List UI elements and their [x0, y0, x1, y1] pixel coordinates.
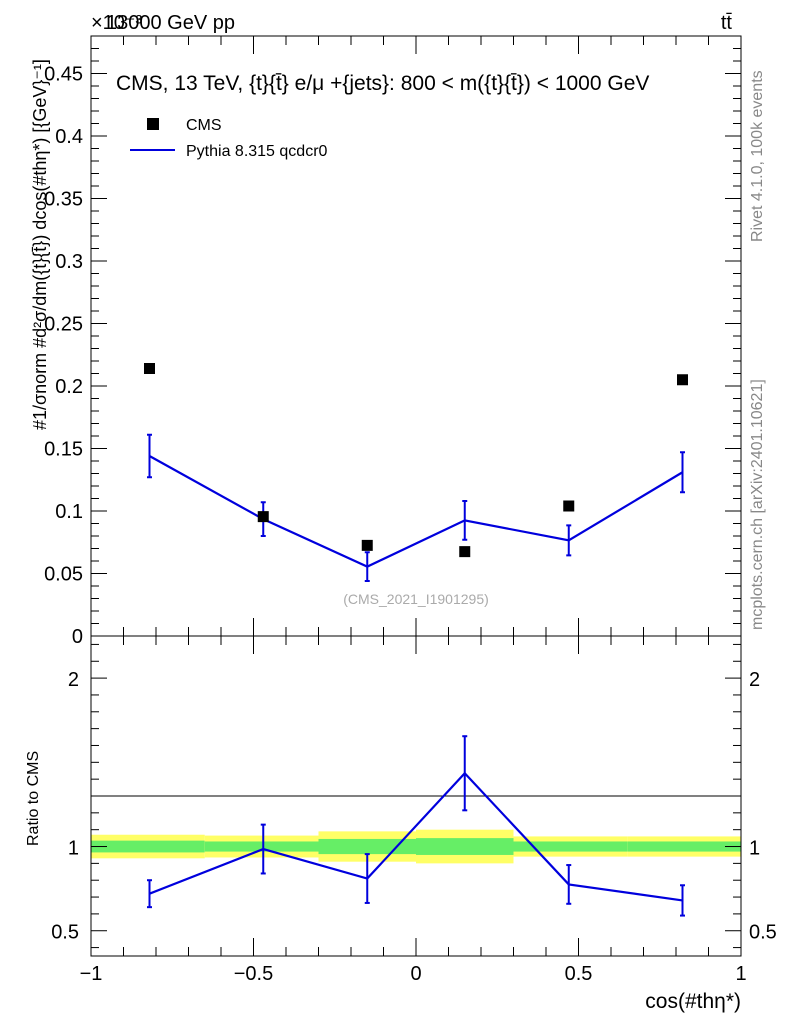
ratio-y-tick-label-right: 0.5	[749, 922, 777, 944]
cms-data-point	[257, 511, 269, 523]
process-label: tt̄	[721, 12, 733, 34]
ratio-axis-ticks: 0.5 0.51 12 2−1 −0.5 0 0.5 1	[51, 636, 777, 985]
ratio-band-inner	[513, 841, 628, 852]
chart-title: CMS, 13 TeV, {t}{t̄} e/μ +{jets}: 800 < …	[116, 72, 649, 95]
legend-marker-cms	[147, 118, 159, 130]
rivet-label: Rivet 4.1.0, 100k events	[749, 70, 766, 242]
cms-data-point	[144, 363, 155, 374]
x-tick-label: 0.5	[565, 963, 593, 985]
ratio-y-tick-label: 0.5	[51, 922, 79, 944]
main-axis-ticks: 0 0.05 0.1 0.15 0.2 0.25 0.3 0.35 0.4 0.45	[44, 36, 742, 648]
legend-label-pythia: Pythia 8.315 qcdcr0	[186, 143, 328, 160]
main-y-tick-label: 0.4	[55, 126, 83, 148]
exponent-label: ×10⁻³	[91, 12, 142, 34]
main-series	[144, 363, 688, 582]
main-y-tick-label: 0.3	[55, 251, 83, 273]
ratio-band-inner	[627, 841, 741, 852]
energy-label: 13000 GeV pp	[106, 12, 235, 34]
cms-data-point	[459, 546, 471, 558]
main-y-tick-label: 0.2	[55, 376, 83, 398]
ratio-frame	[90, 635, 742, 957]
main-y-axis-title: #1/σnorm #d²σ/dm({t}{t̄}) dcos(#thη*) [{…	[30, 59, 50, 430]
cms-data-point	[677, 374, 688, 386]
x-tick-label: 1	[735, 963, 746, 985]
reference-label: (CMS_2021_I1901295)	[343, 591, 489, 607]
main-panel: 0 0.05 0.1 0.15 0.2 0.25 0.3 0.35 0.4 0.45 (CMS_2…	[30, 35, 742, 648]
ratio-series	[147, 735, 685, 917]
main-y-tick-label: 0.15	[44, 439, 83, 461]
ratio-y-tick-label-right: 1	[749, 838, 760, 860]
ratio-bands	[91, 829, 741, 864]
main-y-tick-label: 0.35	[44, 189, 83, 211]
main-y-tick-label: 0.25	[44, 314, 83, 336]
ratio-y-tick-label: 1	[68, 838, 79, 860]
legend-label-cms: CMS	[186, 117, 222, 134]
ratio-pythia-line	[149, 771, 683, 902]
ratio-y-tick-label: 2	[68, 669, 79, 691]
ratio-y-tick-label-right: 2	[749, 669, 760, 691]
x-tick-label: 0	[410, 963, 421, 985]
x-axis-title: cos(#thη*)	[645, 990, 741, 1013]
x-tick-label: −0.5	[234, 963, 273, 985]
mcplots-label: mcplots.cern.ch [arXiv:2401.10621]	[749, 379, 766, 630]
ratio-band-inner	[204, 841, 319, 852]
pythia-line	[148, 455, 684, 568]
ratio-band-inner	[318, 838, 416, 855]
ratio-band-inner	[416, 838, 514, 855]
main-y-tick-label: 0.05	[44, 564, 83, 586]
main-y-tick-label: 0	[72, 626, 83, 648]
ratio-panel: 0.5 0.51 12 2−1 −0.5 0 0.5 1 Ratio to CMS cos(#…	[25, 635, 777, 1013]
x-tick-label: −1	[80, 963, 103, 985]
ratio-band-inner	[91, 840, 205, 853]
cms-data-point	[563, 500, 575, 512]
ratio-y-axis-title: Ratio to CMS	[25, 751, 42, 846]
cms-data-point	[361, 539, 373, 551]
main-y-tick-label: 0.45	[44, 64, 83, 86]
main-y-tick-label: 0.1	[55, 501, 83, 523]
